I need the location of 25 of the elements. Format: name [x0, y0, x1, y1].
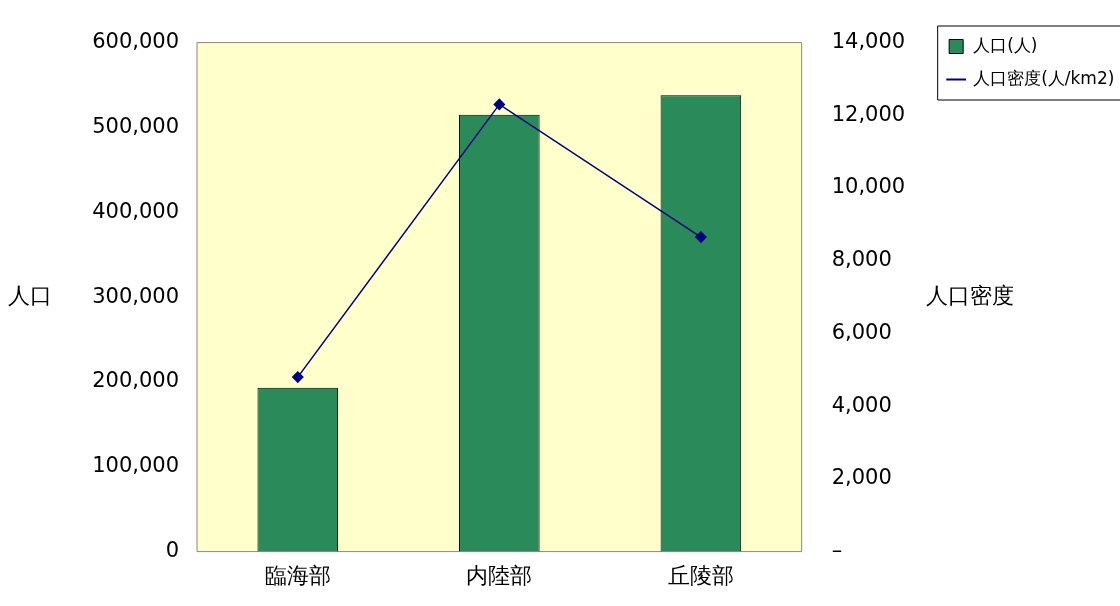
y-axis-title: 人口: [8, 282, 52, 308]
y2-tick-label: –: [831, 538, 843, 563]
x-tick-label: 内陸部: [466, 562, 533, 588]
y2-tick-label: 2,000: [831, 465, 892, 490]
y-tick-label: 600,000: [92, 29, 179, 54]
y-tick-label: 300,000: [92, 283, 179, 308]
y2-tick-label: 8,000: [831, 247, 892, 272]
x-tick-label: 臨海部: [264, 562, 331, 588]
point: [493, 98, 506, 111]
legend-label: 人口密度(人/km2): [973, 67, 1115, 88]
legend-label: 人口(人): [973, 34, 1038, 55]
y2-tick-label: 6,000: [831, 319, 892, 344]
y-tick-label: 0: [165, 538, 179, 563]
point: [695, 231, 707, 243]
y-tick-label: 400,000: [92, 198, 179, 223]
y-tick-label: 100,000: [92, 453, 179, 478]
y-tick-label: 500,000: [92, 113, 179, 138]
y-tick-label: 200,000: [92, 368, 179, 393]
x-tick-label: 丘陵部: [667, 562, 734, 588]
point: [292, 371, 304, 383]
y2-tick-label: 12,000: [831, 101, 906, 126]
y2-tick-label: 14,000: [831, 29, 906, 54]
y2-axis-title: 人口密度: [925, 282, 1014, 308]
y2-tick-label: 4,000: [831, 392, 892, 417]
y2-tick-label: 10,000: [831, 174, 906, 199]
